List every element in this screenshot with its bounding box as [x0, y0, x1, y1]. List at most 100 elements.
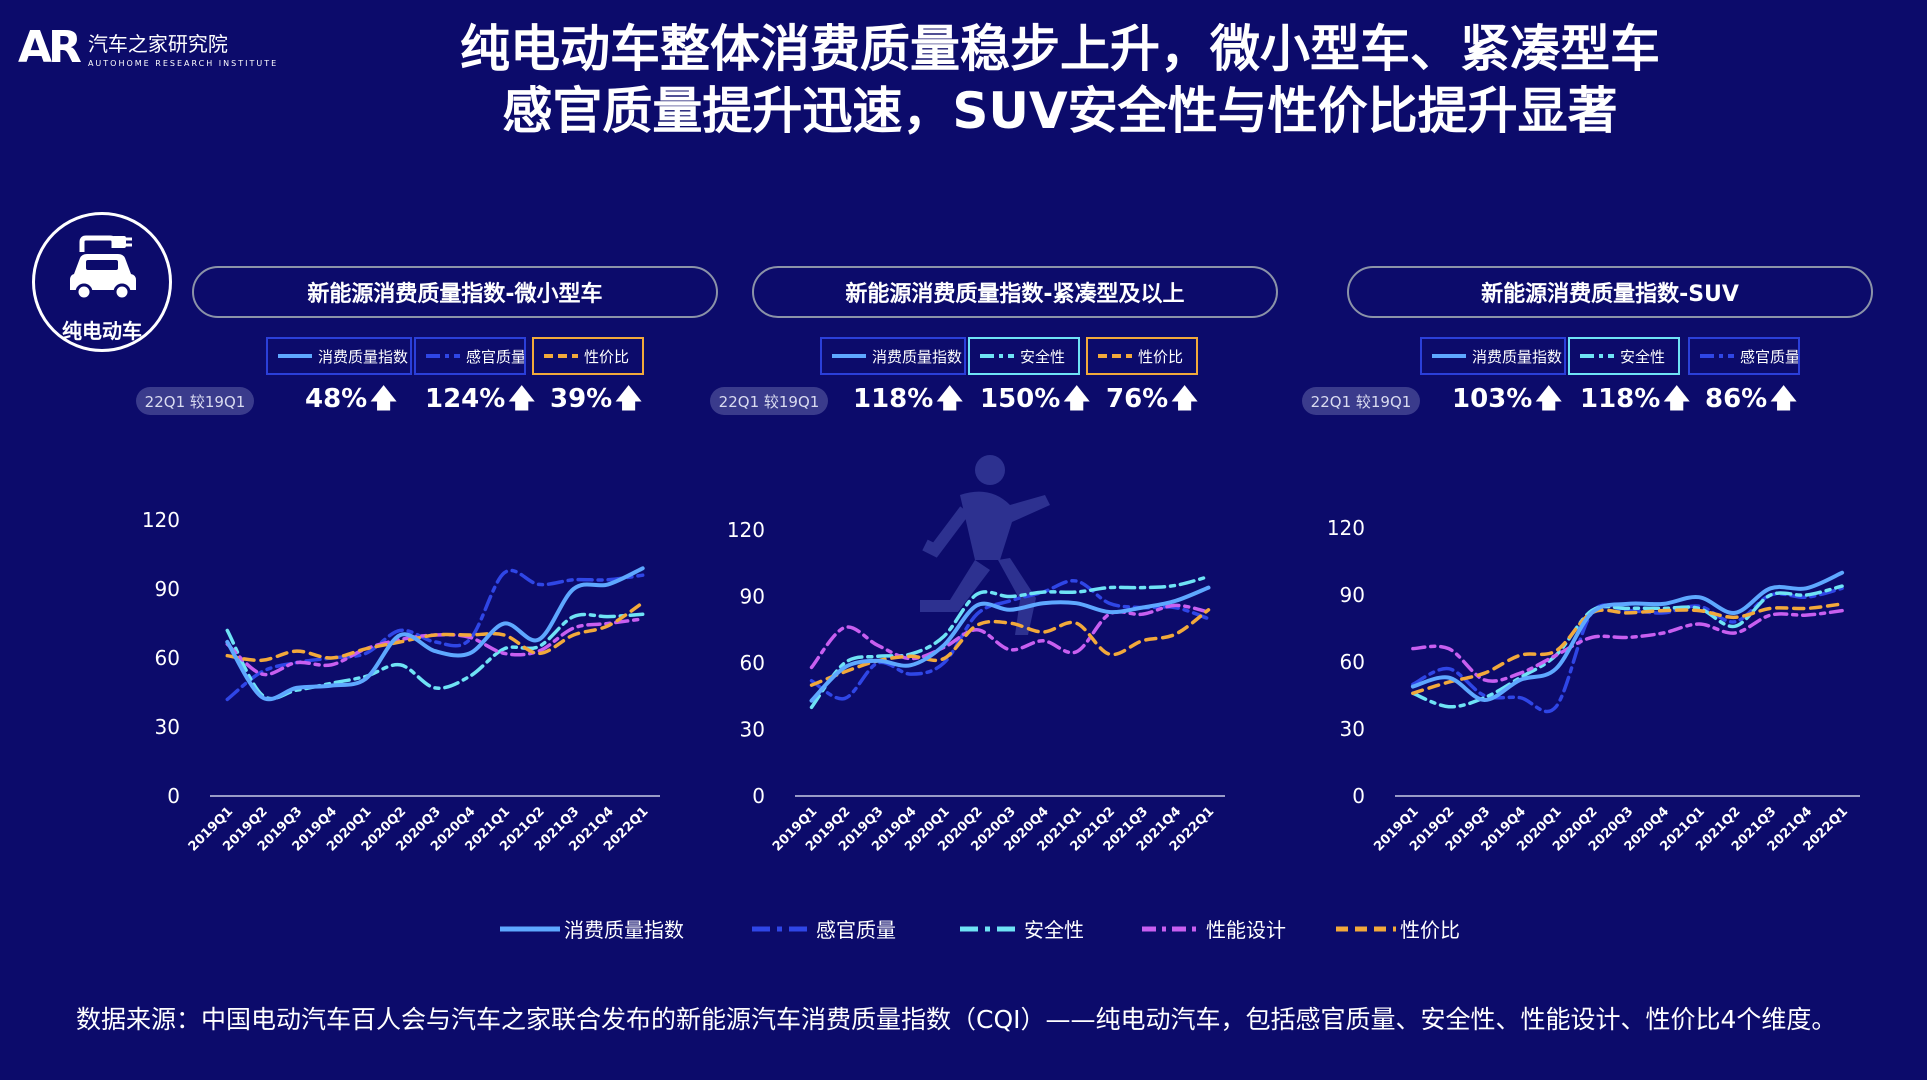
bottom-legend-item: 感官质量 [752, 914, 896, 943]
legend-item: 消费质量指数 [820, 337, 966, 375]
y-tick-label: 90 [155, 577, 180, 601]
stat-value: 86% 🡅 [1705, 384, 1797, 414]
series-line-value [809, 608, 1211, 687]
series-line-performance [1411, 608, 1844, 683]
legend-swatch-cqi [278, 354, 312, 358]
series-line-value [1411, 602, 1844, 696]
legend-label: 消费质量指数 [564, 918, 684, 942]
legend-label: 安全性 [1020, 347, 1066, 366]
legend-label: 性价比 [1138, 347, 1184, 366]
series-line-safety [809, 574, 1211, 710]
legend-item: 感官质量 [1688, 337, 1800, 375]
logo-mark: AR [18, 22, 82, 73]
legend-swatch-cqi [1432, 354, 1466, 358]
page-title: 纯电动车整体消费质量稳步上升，微小型车、紧凑型车 感官质量提升迅速，SUV安全性… [260, 18, 1860, 142]
stat-value: 124% 🡅 [425, 384, 536, 414]
panel-title-1: 新能源消费质量指数-微小型车 [192, 266, 718, 318]
source-note: 数据来源：中国电动汽车百人会与汽车之家联合发布的新能源汽车消费质量指数（CQI）… [76, 1005, 1837, 1034]
legend-swatch-value [544, 354, 578, 358]
legend-item: 性价比 [532, 337, 644, 375]
panel-title-3: 新能源消费质量指数-SUV [1347, 266, 1873, 318]
y-tick-label: 30 [740, 718, 765, 742]
series-line-performance [809, 603, 1211, 670]
legend-item: 消费质量指数 [266, 337, 412, 375]
legend-item: 性价比 [1086, 337, 1198, 375]
y-tick-label: 0 [752, 784, 765, 808]
legend-item: 消费质量指数 [1420, 337, 1566, 375]
legend-swatch-safety [1580, 354, 1614, 358]
bottom-legend-item: 性能设计 [1142, 914, 1286, 943]
ev-charging-car-icon [70, 235, 136, 301]
page-title-line1: 纯电动车整体消费质量稳步上升，微小型车、紧凑型车 [460, 20, 1660, 78]
series-line-cqi [225, 566, 645, 702]
y-tick-label: 90 [1340, 583, 1365, 607]
compare-pill: 22Q1 较19Q1 [710, 387, 828, 415]
stat-value: 39% 🡅 [550, 384, 642, 414]
y-tick-label: 60 [740, 651, 765, 675]
logo: AR 汽车之家研究院 AUTOHOME RESEARCH INSTITUTE [18, 22, 278, 73]
legend-label: 感官质量 [1740, 347, 1800, 366]
panel-title-2: 新能源消费质量指数-紧凑型及以上 [752, 266, 1278, 318]
bottom-legend-item: 安全性 [960, 914, 1084, 943]
y-tick-label: 0 [1352, 784, 1365, 808]
logo-name-cn: 汽车之家研究院 [87, 31, 228, 56]
legend-swatch-cqi [832, 354, 866, 358]
legend-label: 性价比 [584, 347, 630, 366]
runner-figure-icon [920, 455, 1050, 635]
legend-item: 安全性 [968, 337, 1080, 375]
up-arrow-icon: 🡅 [1535, 384, 1563, 414]
page-title-line2: 感官质量提升迅速，SUV安全性与性价比提升显著 [502, 82, 1618, 140]
up-arrow-icon: 🡅 [615, 384, 642, 414]
up-arrow-icon: 🡅 [936, 384, 964, 414]
legend-label: 感官质量 [466, 347, 526, 366]
legend-swatch-value [1336, 926, 1396, 931]
legend-swatch-sensory [752, 926, 812, 931]
chart-suv: 03060901202019Q12019Q22019Q32019Q42020Q1… [1327, 516, 1860, 855]
series-line-value [225, 601, 645, 663]
legend-label: 消费质量指数 [1472, 347, 1563, 366]
up-arrow-icon: 🡅 [1770, 384, 1797, 414]
series-line-safety [225, 612, 645, 701]
series-line-performance [225, 617, 645, 677]
legend-label: 感官质量 [816, 918, 896, 942]
stat-value: 103% 🡅 [1452, 384, 1563, 414]
legend-swatch-safety [960, 926, 1020, 931]
up-arrow-icon: 🡅 [1063, 384, 1091, 414]
y-tick-label: 120 [1327, 516, 1365, 540]
y-tick-label: 0 [167, 784, 180, 808]
chart-compact: 03060901202019Q12019Q22019Q32019Q42020Q1… [727, 518, 1225, 855]
bottom-legend-item: 消费质量指数 [500, 914, 684, 943]
up-arrow-icon: 🡅 [1171, 384, 1198, 414]
stat-value: 48% 🡅 [305, 384, 397, 414]
legend-item: 感官质量 [414, 337, 526, 375]
stat-value: 150% 🡅 [980, 384, 1091, 414]
legend-label: 消费质量指数 [318, 347, 409, 366]
y-tick-label: 30 [155, 715, 180, 739]
y-tick-label: 120 [727, 518, 765, 542]
stat-value: 76% 🡅 [1106, 384, 1198, 414]
up-arrow-icon: 🡅 [508, 384, 536, 414]
compare-pill: 22Q1 较19Q1 [136, 387, 254, 415]
legend-label: 安全性 [1620, 347, 1666, 366]
legend-label: 性能设计 [1206, 918, 1286, 942]
y-tick-label: 60 [1340, 650, 1365, 674]
legend-label: 性价比 [1400, 918, 1460, 942]
legend-swatch-cqi [500, 926, 560, 931]
logo-name-en: AUTOHOME RESEARCH INSTITUTE [87, 58, 279, 68]
stat-value: 118% 🡅 [1580, 384, 1691, 414]
up-arrow-icon: 🡅 [1663, 384, 1691, 414]
series-line-cqi [809, 585, 1211, 703]
legend-swatch-value [1098, 354, 1132, 358]
y-tick-label: 120 [142, 508, 180, 532]
y-tick-label: 90 [740, 585, 765, 609]
y-tick-label: 30 [1340, 717, 1365, 741]
legend-swatch-safety [980, 354, 1014, 358]
series-line-cqi [1410, 570, 1845, 703]
bottom-legend-item: 性价比 [1336, 914, 1460, 943]
series-line-safety [1411, 584, 1844, 709]
legend-label: 消费质量指数 [872, 347, 963, 366]
y-tick-label: 60 [155, 646, 180, 670]
compare-pill: 22Q1 较19Q1 [1302, 387, 1420, 415]
stat-value: 118% 🡅 [853, 384, 964, 414]
badge-label: 纯电动车 [62, 319, 142, 343]
